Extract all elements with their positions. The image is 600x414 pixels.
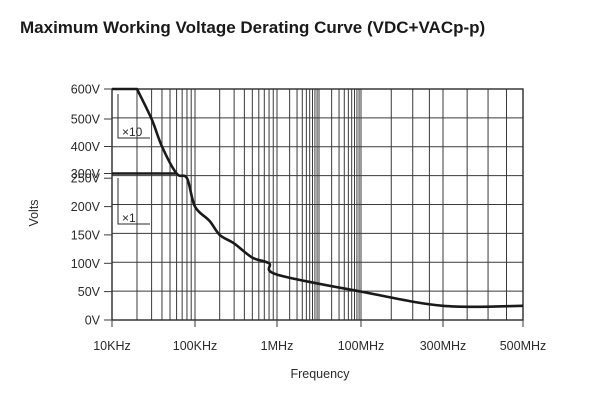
y-tick-label: 400V — [71, 140, 101, 154]
y-tick-label: 300V — [71, 167, 101, 181]
series-label: ×10 — [122, 125, 143, 139]
y-tick-label: 100V — [71, 257, 101, 271]
callout-leader — [117, 94, 150, 139]
chart-title: Maximum Working Voltage Derating Curve (… — [20, 18, 485, 37]
x-tick-label: 10KHz — [93, 339, 131, 353]
y-axis-label: Volts — [27, 199, 41, 226]
series-callouts: ×10 ×1 — [117, 94, 150, 225]
y-tick-label: 600V — [71, 83, 101, 97]
x-tick-label: 100MHz — [338, 339, 385, 353]
callout-leader — [117, 178, 150, 225]
series-x10-line — [112, 87, 524, 309]
series-label: ×1 — [122, 211, 136, 225]
x-axis-ticks: 10KHz 100KHz 1MHz 100MHz 300MHz 500MHz — [93, 320, 546, 353]
x-tick-label: 100KHz — [173, 339, 217, 353]
x-tick-label: 300MHz — [420, 339, 467, 353]
series-group — [112, 87, 524, 309]
x-axis-label: Frequency — [290, 367, 350, 381]
y-tick-label: 0V — [85, 314, 101, 328]
y-tick-label: 250V — [71, 172, 101, 186]
y-tick-label: 50V — [78, 285, 101, 299]
plot-frame — [111, 88, 524, 321]
x-tick-label: 500MHz — [500, 339, 547, 353]
y-tick-label: 200V — [71, 200, 101, 214]
grid — [112, 89, 523, 320]
y-tick-label: 500V — [71, 113, 101, 127]
y-tick-label: 150V — [71, 228, 101, 242]
x-tick-label: 1MHz — [261, 339, 294, 353]
